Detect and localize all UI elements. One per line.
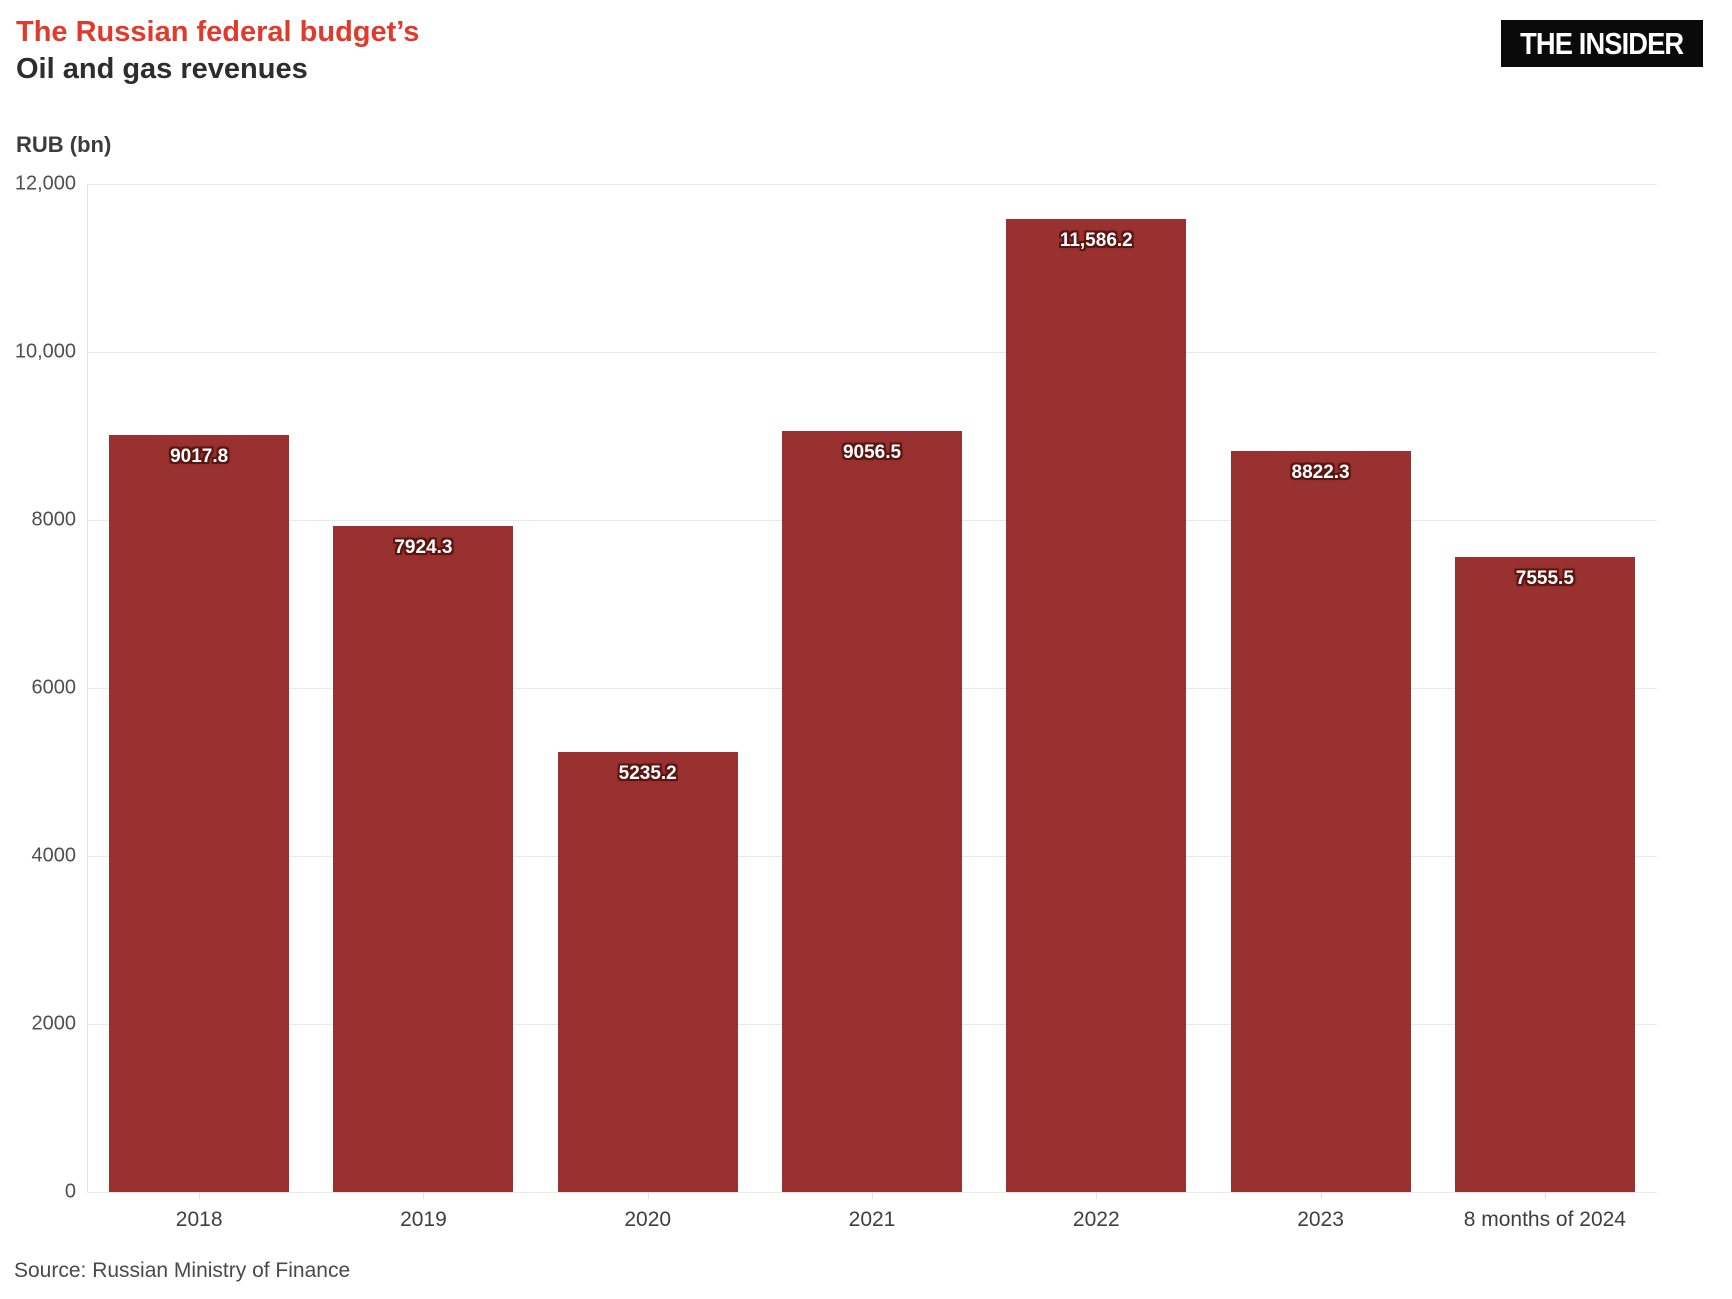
y-axis-tick-label: 6000: [31, 676, 77, 699]
y-gridline: [87, 352, 1657, 353]
x-axis-tick: [423, 1192, 425, 1199]
bar-2018: [109, 434, 290, 1192]
y-axis-tick-label: 2000: [31, 1012, 77, 1035]
x-axis-tick: [1544, 1192, 1546, 1199]
x-axis-tick-label: 2023: [1297, 1208, 1344, 1231]
x-axis-tick: [647, 1192, 649, 1199]
bar-value-label: 7924.3: [394, 537, 453, 559]
x-axis-tick-label: 2018: [175, 1208, 223, 1231]
the-insider-logo-text: THE INSIDER: [1520, 25, 1684, 61]
the-insider-logo: THE INSIDER: [1501, 20, 1703, 67]
bar-8-months-of-2024: [1454, 557, 1635, 1192]
bar-2020: [557, 752, 738, 1192]
chart-title-accent: The Russian federal budget’s: [16, 16, 420, 48]
y-axis-title: RUB (bn): [16, 132, 112, 157]
bar-2023: [1230, 450, 1411, 1192]
bar-value-label: 9056.5: [842, 442, 902, 464]
source-attribution: Source: Russian Ministry of Finance: [14, 1259, 351, 1282]
x-axis-tick: [872, 1192, 873, 1199]
bar-value-label: 5235.2: [618, 763, 677, 785]
y-axis-tick-label: 12,000: [14, 172, 76, 195]
y-axis-line: [87, 184, 88, 1192]
bar-value-label: 11,586.2: [1059, 229, 1133, 251]
x-axis-tick-label: 2020: [624, 1208, 672, 1231]
y-axis-tick-label: 0: [64, 1180, 76, 1203]
x-axis-tick: [199, 1192, 201, 1199]
y-gridline: [87, 184, 1657, 185]
bar-2019: [333, 526, 514, 1192]
chart-title-block: The Russian federal budget’s Oil and gas…: [16, 14, 419, 88]
y-axis-tick-label: 4000: [31, 844, 77, 867]
x-axis-tick-label: 8 months of 2024: [1463, 1208, 1626, 1231]
y-axis-tick-label: 10,000: [14, 340, 76, 363]
bar-value-label: 8822.3: [1291, 461, 1350, 483]
bar-value-label: 7555.5: [1515, 568, 1574, 590]
x-axis-tick: [1096, 1192, 1098, 1199]
x-axis-tick-label: 2022: [1072, 1208, 1120, 1231]
bar-2021: [782, 431, 962, 1192]
x-axis-tick: [1320, 1192, 1322, 1199]
x-axis-tick-label: 2019: [400, 1208, 447, 1231]
chart-title-main: Oil and gas revenues: [16, 53, 308, 85]
y-axis-tick-label: 8000: [31, 508, 77, 531]
bar-value-label: 9017.8: [170, 445, 229, 467]
x-axis-tick-label: 2021: [848, 1208, 896, 1231]
bar-2022: [1006, 218, 1187, 1192]
